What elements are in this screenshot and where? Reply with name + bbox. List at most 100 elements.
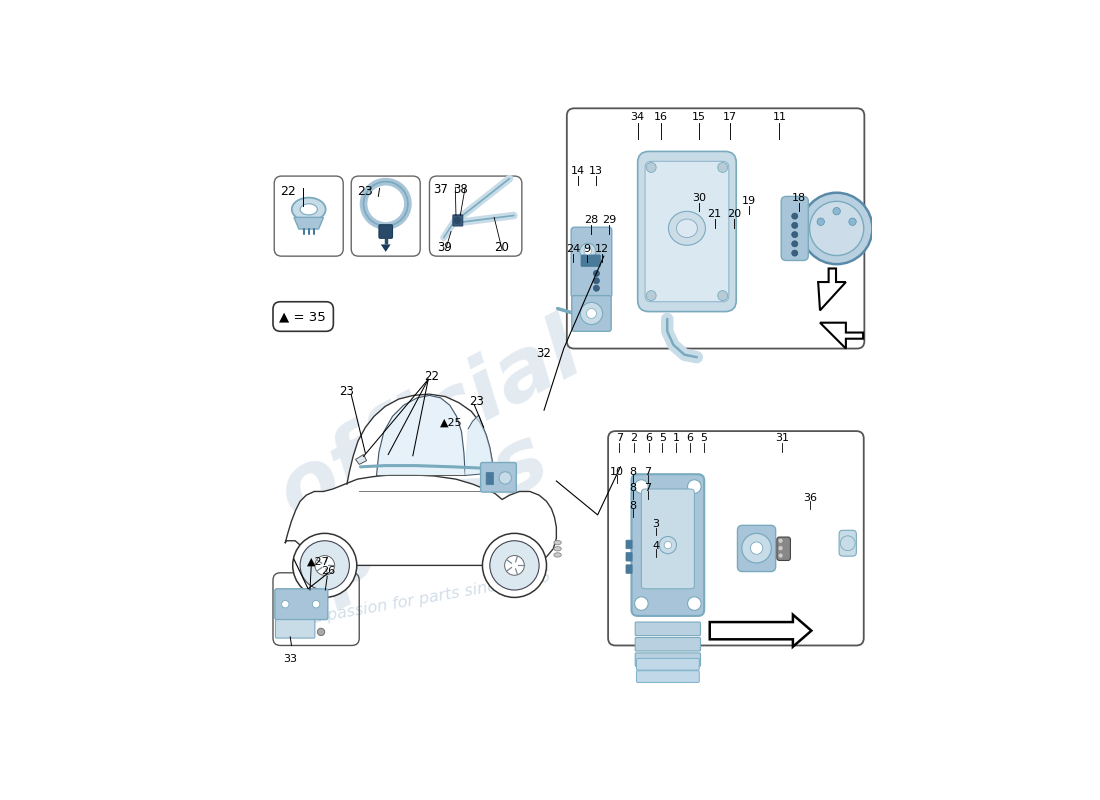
Text: 26: 26: [321, 566, 336, 577]
Circle shape: [580, 243, 596, 259]
Circle shape: [593, 278, 600, 284]
FancyBboxPatch shape: [645, 162, 729, 302]
Text: ▲27: ▲27: [307, 557, 330, 566]
FancyBboxPatch shape: [275, 619, 315, 638]
Polygon shape: [355, 454, 366, 464]
Circle shape: [317, 628, 324, 636]
Text: 34: 34: [630, 112, 645, 122]
Text: 23: 23: [358, 185, 373, 198]
Text: 32: 32: [536, 347, 551, 360]
Circle shape: [659, 537, 676, 554]
Circle shape: [717, 290, 727, 301]
Circle shape: [750, 542, 762, 554]
FancyBboxPatch shape: [378, 225, 393, 238]
Text: 13: 13: [588, 166, 603, 176]
Polygon shape: [710, 614, 812, 646]
FancyBboxPatch shape: [571, 227, 612, 298]
Circle shape: [778, 546, 783, 550]
Circle shape: [312, 601, 320, 608]
Ellipse shape: [676, 219, 697, 238]
FancyBboxPatch shape: [777, 537, 791, 561]
Text: 20: 20: [727, 210, 740, 219]
Circle shape: [483, 534, 547, 598]
Text: 14: 14: [571, 166, 585, 176]
Circle shape: [499, 472, 512, 484]
Text: ▲25: ▲25: [440, 418, 463, 427]
FancyBboxPatch shape: [635, 622, 701, 636]
Circle shape: [593, 270, 600, 277]
Text: ▲ = 35: ▲ = 35: [279, 310, 326, 323]
Text: 36: 36: [803, 493, 817, 502]
Circle shape: [792, 213, 798, 219]
Circle shape: [741, 534, 771, 563]
Circle shape: [647, 162, 656, 172]
Text: 5: 5: [700, 434, 707, 443]
Polygon shape: [465, 415, 493, 475]
FancyBboxPatch shape: [453, 215, 463, 226]
Text: 19: 19: [741, 196, 756, 206]
Polygon shape: [376, 395, 465, 475]
Text: 9: 9: [584, 244, 591, 254]
Text: 31: 31: [776, 434, 790, 443]
Text: 5: 5: [659, 434, 666, 443]
FancyBboxPatch shape: [626, 565, 632, 574]
Text: 4: 4: [652, 541, 660, 550]
FancyBboxPatch shape: [641, 489, 694, 589]
Text: 8: 8: [629, 482, 636, 493]
FancyBboxPatch shape: [737, 526, 775, 571]
Circle shape: [810, 202, 864, 255]
Circle shape: [453, 217, 461, 224]
FancyBboxPatch shape: [638, 151, 736, 312]
Text: 23: 23: [340, 385, 354, 398]
Circle shape: [300, 541, 350, 590]
FancyBboxPatch shape: [481, 462, 516, 492]
Circle shape: [593, 285, 600, 291]
Text: 23: 23: [469, 395, 484, 408]
FancyBboxPatch shape: [635, 638, 701, 651]
Polygon shape: [346, 394, 493, 484]
Circle shape: [792, 222, 798, 229]
Circle shape: [717, 162, 727, 172]
Circle shape: [293, 534, 356, 598]
Circle shape: [647, 290, 656, 301]
Circle shape: [282, 601, 289, 608]
Text: 30: 30: [692, 193, 706, 202]
Text: 18: 18: [792, 193, 806, 202]
Text: 1: 1: [672, 434, 680, 443]
Circle shape: [581, 302, 603, 325]
Ellipse shape: [554, 553, 561, 557]
FancyBboxPatch shape: [631, 474, 704, 616]
Text: 20: 20: [494, 242, 509, 254]
Ellipse shape: [554, 546, 561, 551]
Ellipse shape: [669, 211, 705, 246]
Text: 2: 2: [630, 434, 638, 443]
FancyBboxPatch shape: [581, 255, 601, 266]
FancyBboxPatch shape: [635, 653, 701, 666]
Circle shape: [490, 541, 539, 590]
Text: 24: 24: [565, 244, 580, 254]
Circle shape: [688, 597, 701, 610]
FancyBboxPatch shape: [626, 540, 632, 549]
Circle shape: [778, 553, 783, 558]
Circle shape: [505, 555, 525, 575]
Ellipse shape: [554, 541, 561, 545]
Circle shape: [688, 480, 701, 494]
FancyBboxPatch shape: [572, 295, 612, 331]
Text: 28: 28: [584, 215, 598, 226]
Text: 15: 15: [692, 112, 706, 122]
Circle shape: [792, 231, 798, 238]
Circle shape: [315, 555, 334, 575]
Text: 22: 22: [424, 370, 439, 382]
Text: 6: 6: [646, 434, 652, 443]
Text: 7: 7: [645, 482, 651, 493]
Text: parts: parts: [299, 418, 563, 611]
FancyBboxPatch shape: [626, 553, 632, 561]
Text: 6: 6: [686, 434, 693, 443]
Text: 12: 12: [595, 244, 609, 254]
Polygon shape: [285, 475, 557, 566]
FancyBboxPatch shape: [486, 472, 494, 485]
Circle shape: [635, 480, 648, 494]
Circle shape: [801, 193, 872, 264]
Text: official: official: [265, 308, 597, 537]
FancyBboxPatch shape: [781, 197, 808, 261]
